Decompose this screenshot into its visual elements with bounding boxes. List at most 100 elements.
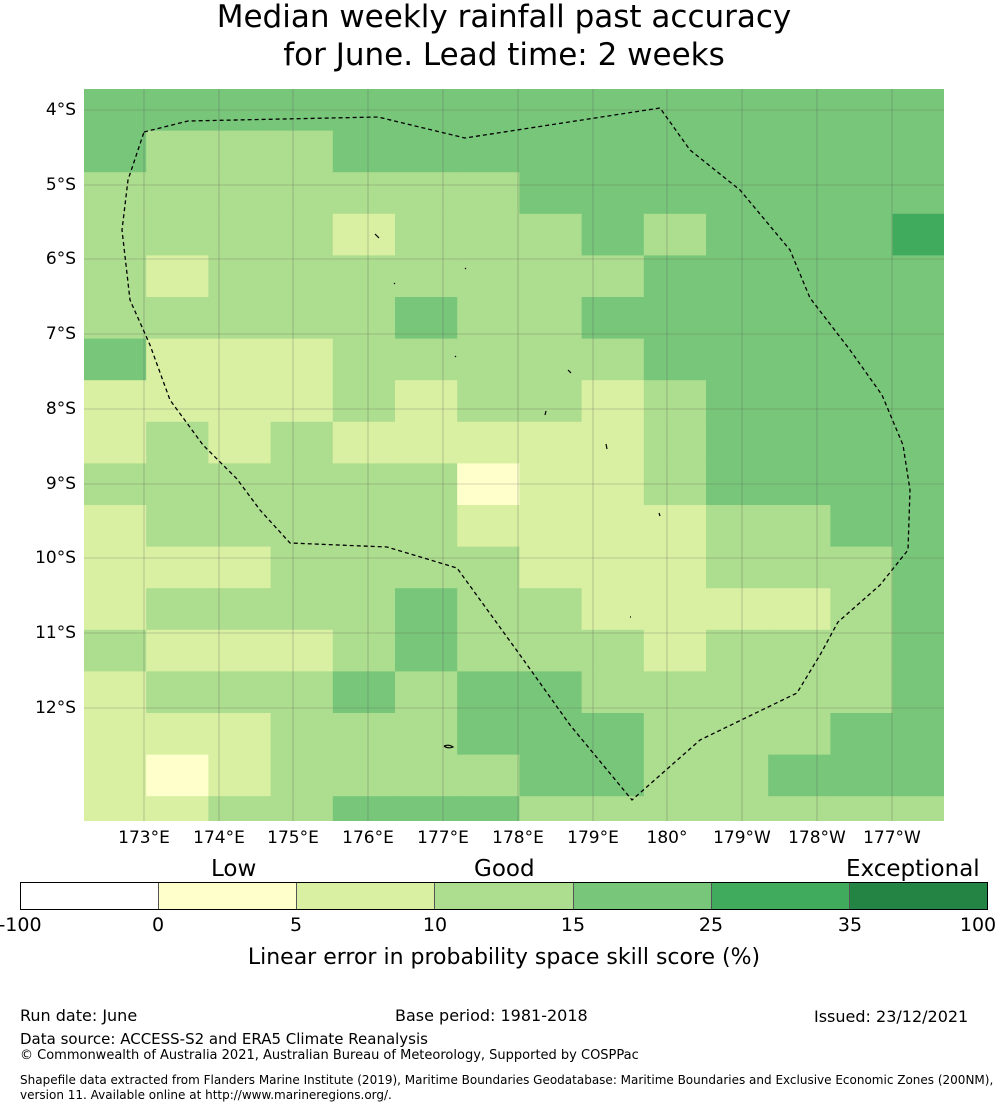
grid-cell: [519, 421, 583, 464]
grid-cell: [457, 629, 520, 672]
grid-cell: [892, 421, 944, 464]
grid-cell: [643, 213, 707, 256]
grid-cell: [332, 505, 396, 548]
grid-cell: [892, 213, 944, 256]
grid-cell: [706, 380, 769, 423]
grid-cell: [146, 172, 209, 215]
grid-cell: [270, 671, 334, 714]
grid-cell: [892, 255, 944, 298]
grid-cell: [706, 255, 769, 298]
grid-cell: [830, 172, 894, 215]
grid-cell: [457, 546, 520, 589]
grid-cell: [457, 380, 520, 423]
lon-label-173e: 173°E: [118, 828, 170, 848]
grid-cell: [208, 255, 272, 298]
grid-cell: [84, 130, 147, 173]
grid-cell: [395, 380, 458, 423]
grid-cell: [208, 796, 272, 821]
grid-cell: [643, 380, 707, 423]
grid-cell: [146, 671, 209, 714]
grid-cell: [395, 754, 458, 797]
grid-cell: [706, 505, 769, 548]
grid-cell: [519, 172, 583, 215]
grid-cell: [457, 463, 520, 506]
grid-cell: [457, 297, 520, 340]
grid-cell: [270, 380, 334, 423]
grid-cell: [332, 796, 396, 821]
grid-cell: [146, 380, 209, 423]
colorbar-tick: 5: [289, 914, 303, 936]
lon-label-178e: 178°E: [492, 828, 544, 848]
grid-cell: [768, 588, 831, 631]
issued-date: Issued: 23/12/2021: [814, 1007, 969, 1026]
grid-cell: [519, 588, 583, 631]
grid-cell: [332, 588, 396, 631]
grid-cell: [146, 713, 209, 756]
grid-cell: [270, 213, 334, 256]
grid-cell: [146, 338, 209, 381]
grid-cell: [581, 671, 645, 714]
grid-cell: [768, 421, 831, 464]
grid-cell: [768, 213, 831, 256]
grid-cell: [208, 421, 272, 464]
grid-cell: [332, 671, 396, 714]
grid-cell: [208, 754, 272, 797]
grid-cell: [208, 172, 272, 215]
grid-cell: [830, 255, 894, 298]
grid-cell: [519, 463, 583, 506]
grid-cell: [892, 671, 944, 714]
grid-cell: [395, 505, 458, 548]
grid-cell: [270, 172, 334, 215]
grid-cell: [768, 338, 831, 381]
grid-cell: [270, 463, 334, 506]
grid-cell: [830, 546, 894, 589]
grid-cell: [457, 213, 520, 256]
grid-cell: [84, 338, 147, 381]
grid-cell: [643, 338, 707, 381]
grid-cell: [892, 588, 944, 631]
copyright: © Commonwealth of Australia 2021, Austra…: [20, 1048, 639, 1063]
grid-cell: [395, 421, 458, 464]
grid-cell: [270, 505, 334, 548]
grid-cell: [581, 213, 645, 256]
grid-cell: [519, 130, 583, 173]
grid-cell: [270, 588, 334, 631]
grid-cell: [457, 172, 520, 215]
grid-cell: [395, 629, 458, 672]
grid-cell: [395, 130, 458, 173]
grid-cell: [146, 213, 209, 256]
grid-cell: [84, 380, 147, 423]
island: [443, 744, 455, 749]
grid-cell: [581, 421, 645, 464]
grid-cell: [830, 421, 894, 464]
grid-cell: [519, 754, 583, 797]
grid-cell: [395, 255, 458, 298]
island: [605, 443, 608, 450]
grid-cell: [768, 754, 831, 797]
rainfall-accuracy-map: [84, 89, 944, 821]
grid-cell: [643, 297, 707, 340]
lat-label-7s: 7°S: [45, 324, 76, 344]
grid-cell: [395, 671, 458, 714]
grid-cell: [706, 629, 769, 672]
grid-cell: [581, 505, 645, 548]
lon-label-178w: 178°W: [788, 828, 846, 848]
grid-cell: [706, 130, 769, 173]
grid-cell: [706, 754, 769, 797]
grid-cell: [830, 588, 894, 631]
grid-cell: [270, 297, 334, 340]
grid-cell: [768, 130, 831, 173]
grid-cell: [270, 629, 334, 672]
grid-cell: [332, 463, 396, 506]
colorbar-label: Linear error in probability space skill …: [247, 945, 761, 970]
grid-cell: [519, 671, 583, 714]
grid-cell: [84, 505, 147, 548]
lat-label-11s: 11°S: [35, 623, 76, 643]
grid-cell: [395, 338, 458, 381]
lon-label-174e: 174°E: [193, 828, 245, 848]
legend-category-exceptional: Exceptional: [846, 856, 980, 882]
island: [658, 512, 661, 517]
grid-cell: [270, 796, 334, 821]
grid-cell: [84, 713, 147, 756]
colorbar-bin: [21, 883, 160, 909]
